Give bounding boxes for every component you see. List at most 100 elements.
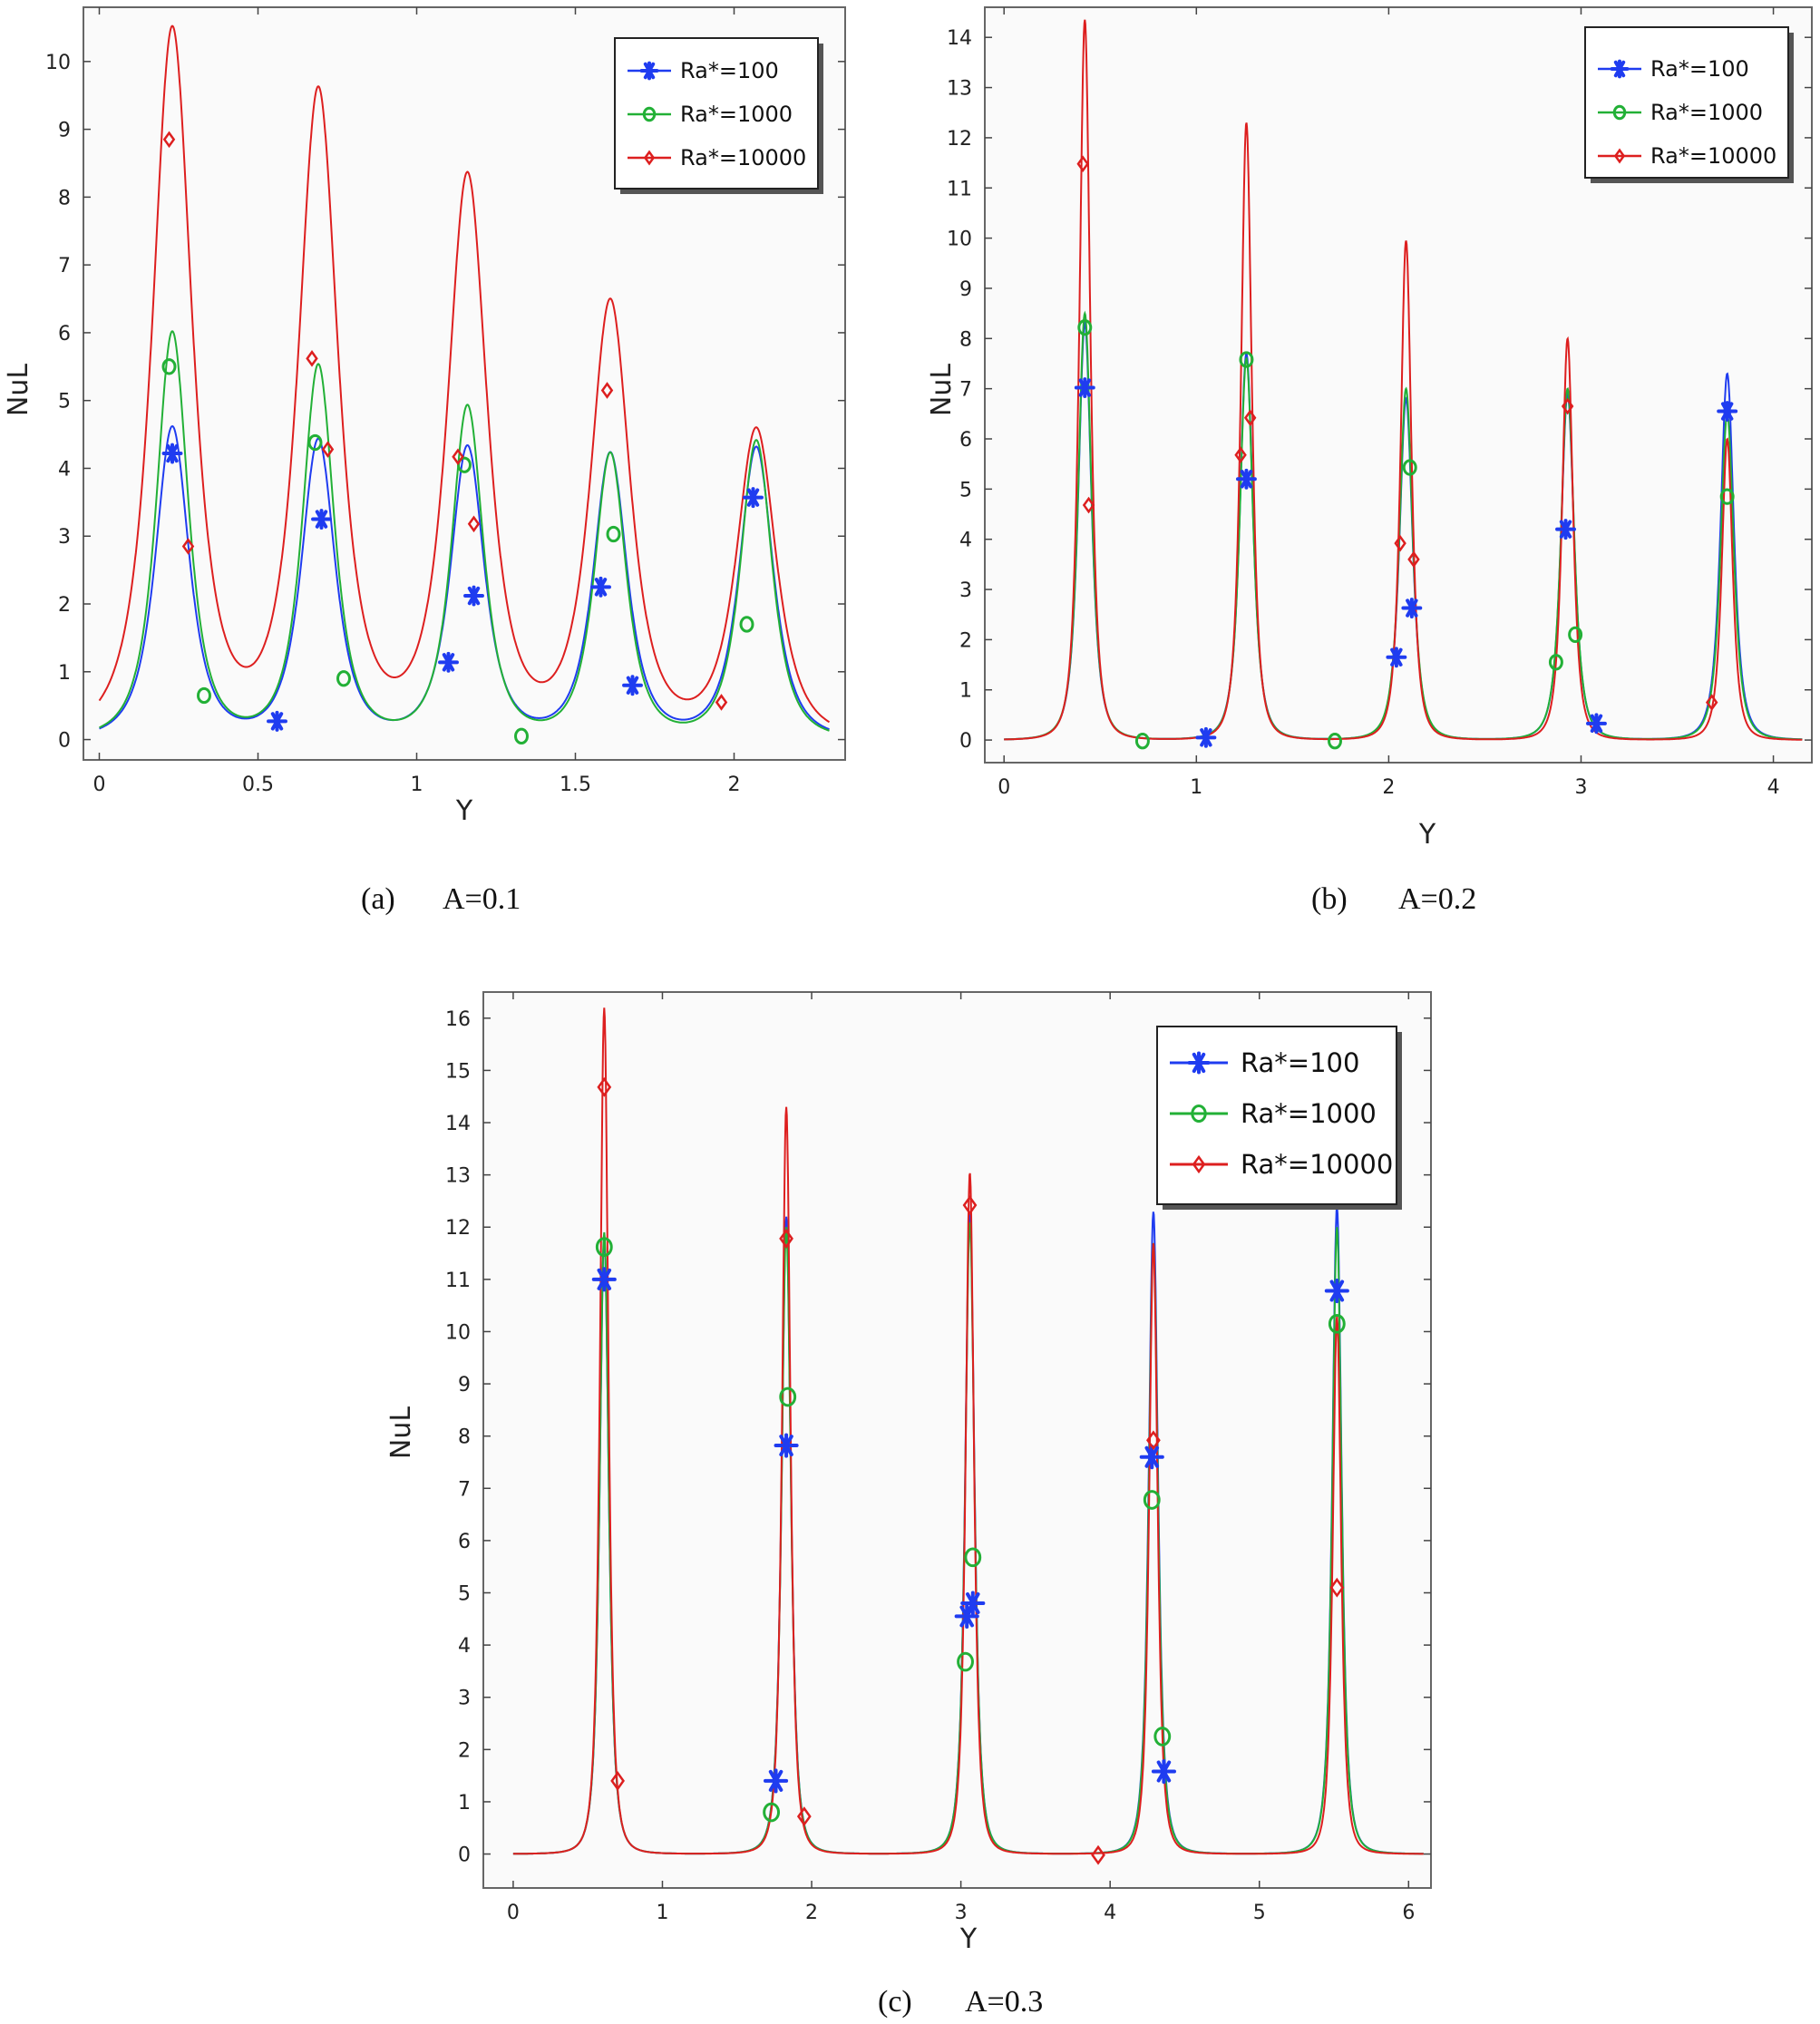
panel-b-marker-ra1000 <box>1402 459 1417 476</box>
panel-a-y-axis-label: NuL <box>3 364 34 416</box>
panel-c-y-tick-label: 6 <box>458 1531 471 1553</box>
panel-a-line-ra100 <box>99 424 830 731</box>
panel-a-curves <box>98 24 831 732</box>
panel-a-line-ra10000 <box>98 24 831 724</box>
panel-c-x-tick-label: 2 <box>805 1902 818 1924</box>
panel-c-marker-ra10000 <box>1091 1844 1105 1865</box>
panel-a-legend-entry-ra100: Ra*=100 <box>628 58 779 83</box>
panel-c-x-axis-label: Y <box>959 1923 978 1955</box>
panel-c-curves <box>512 1007 1424 1855</box>
panel-c-x-tick-label: 3 <box>955 1902 968 1924</box>
panel-c-marker-ra10000 <box>779 1228 793 1249</box>
panel-c-y-tick-label: 14 <box>445 1113 471 1135</box>
panel-b-legend-entry-ra10000: Ra*=10000 <box>1598 143 1776 169</box>
panel-b-marker-ra10000 <box>1234 446 1247 464</box>
panel-c-marker-ra1000 <box>779 1387 797 1407</box>
panel-c-marker-ra100 <box>591 1267 617 1292</box>
panel-b-x-tick-label: 0 <box>998 776 1010 799</box>
panel-a-marker-ra100 <box>161 443 183 464</box>
panel-a-legend: Ra*=100 Ra*=1000 Ra*=10000 <box>614 37 823 194</box>
panel-a-y-tick-label: 3 <box>58 526 71 549</box>
panel-c-marker-ra100 <box>1151 1758 1176 1785</box>
panel-b-marker-ra100 <box>1235 468 1257 490</box>
panel-b-marker-ra1000 <box>1568 626 1583 644</box>
panel-b-y-tick-label: 12 <box>947 128 972 151</box>
panel-a-marker-ra100 <box>438 651 459 673</box>
panel-a-marker-ra1000 <box>514 727 529 744</box>
panel-b-marker-ra1000 <box>1548 654 1563 671</box>
panel-b-y-axis-label: NuL <box>926 364 958 416</box>
panel-a-marker-ra1000 <box>606 525 621 543</box>
panel-c-y-tick-label: 4 <box>458 1635 471 1658</box>
panel-c-y-tick-label: 11 <box>445 1270 471 1292</box>
panel-b-marker-ra10000 <box>1394 534 1406 552</box>
panel-b-legend-entry-ra1000: Ra*=1000 <box>1598 100 1763 125</box>
panel-b-marker-ra10000 <box>1076 155 1089 173</box>
panel-b-marker-ra10000 <box>1082 496 1095 514</box>
panel-a-legend-label-ra10000: Ra*=10000 <box>680 145 806 170</box>
panel-b-legend-label-ra1000: Ra*=1000 <box>1650 100 1763 125</box>
panel-c-y-tick-label: 0 <box>458 1844 471 1867</box>
panel-c-marker-ra100 <box>774 1433 799 1458</box>
panel-a-marker-ra10000 <box>467 515 481 533</box>
panel-b-marker-ra100 <box>1586 713 1607 735</box>
panel-a-marker-ra10000 <box>306 349 318 367</box>
panel-c-markers <box>591 1076 1349 1865</box>
panel-a: 0 0.5 1 1.5 2 0 1 2 3 4 5 6 7 8 9 10 Y NuL Ra*=100 Ra*=… <box>3 6 846 916</box>
panel-b-marker-ra100 <box>1386 647 1407 668</box>
panel-a-legend-entry-ra10000: Ra*=10000 <box>628 145 806 170</box>
panel-c-marker-ra10000 <box>1329 1577 1345 1598</box>
panel-c-y-tick-label: 7 <box>458 1478 471 1501</box>
panel-b-marker-ra10000 <box>1705 694 1718 711</box>
panel-c-legend-symbol-ra10000 <box>1192 1154 1206 1174</box>
panel-c-y-tick-label: 8 <box>458 1426 471 1449</box>
panel-c-line-ra10000 <box>512 1007 1424 1855</box>
panel-c-legend-label-ra10000: Ra*=10000 <box>1241 1149 1393 1180</box>
panel-c-marker-ra1000 <box>763 1802 781 1823</box>
panel-c-caption-label: (c) <box>878 1985 912 2019</box>
panel-a-markers <box>161 131 764 744</box>
panel-c-x-tick-label: 6 <box>1402 1902 1415 1924</box>
panel-a-marker-ra10000 <box>321 441 335 458</box>
panel-a-y-tick-label: 6 <box>58 323 71 345</box>
panel-b-marker-ra100 <box>1555 519 1576 540</box>
panel-a-marker-ra1000 <box>457 456 472 473</box>
panel-a-caption-text: A=0.1 <box>443 882 521 916</box>
panel-b-legend-symbol-ra1000 <box>1612 104 1627 121</box>
panel-b-marker-ra10000 <box>1561 397 1574 415</box>
panel-b-y-tick-label: 7 <box>959 379 972 402</box>
panel-a-caption-label: (a) <box>361 882 395 916</box>
panel-c-caption-text: A=0.3 <box>965 1985 1043 2019</box>
panel-a-x-tick-label: 1 <box>411 774 423 796</box>
panel-c-y-tick-label: 13 <box>445 1165 471 1188</box>
panel-c-y-axis-label: NuL <box>385 1406 417 1459</box>
panel-a-x-tick-label: 0.5 <box>242 774 274 796</box>
panel-a-y-tick-label: 10 <box>45 52 71 74</box>
panel-c-y-tick-label: 2 <box>458 1739 471 1762</box>
panel-b-y-tick-label: 9 <box>959 278 972 301</box>
panel-b-markers <box>1074 155 1738 750</box>
panel-a-x-axis-label: Y <box>455 795 473 827</box>
panel-c-marker-ra10000 <box>796 1806 812 1827</box>
panel-a-legend-marker-ra1000 <box>642 106 657 122</box>
panel-b-y-tick-label: 0 <box>959 730 972 753</box>
panel-a-y-tick-label: 2 <box>58 594 71 617</box>
panel-a-marker-ra1000 <box>336 670 351 687</box>
panel-b-marker-ra10000 <box>1407 550 1420 569</box>
panel-c-legend-label-ra1000: Ra*=1000 <box>1241 1098 1377 1129</box>
panel-c-marker-ra10000 <box>610 1770 625 1791</box>
panel-a-y-tick-label: 5 <box>58 391 71 414</box>
panel-c-marker-ra10000 <box>597 1076 612 1097</box>
panel-c-y-tick-label: 16 <box>445 1008 471 1031</box>
panel-c-legend-marker-ra100 <box>1187 1051 1211 1075</box>
panel-a-marker-ra100 <box>311 509 332 530</box>
panel-b-x-tick-label: 4 <box>1767 776 1780 799</box>
panel-b-legend-entry-ra100: Ra*=100 <box>1598 56 1749 82</box>
panel-a-y-tick-label: 8 <box>58 187 71 209</box>
panel-b-marker-ra1000 <box>1077 318 1093 336</box>
panel-a-marker-ra100 <box>267 710 287 732</box>
